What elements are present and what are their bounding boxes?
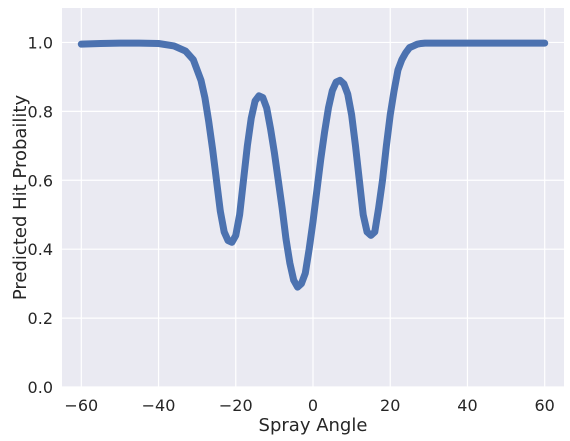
y-tick-label: 0.4	[28, 240, 53, 259]
x-tick-label: −20	[219, 396, 253, 415]
y-tick-label: 1.0	[28, 33, 53, 52]
x-tick-label: 0	[308, 396, 318, 415]
series-line	[77, 39, 549, 291]
y-axis-title: Predicted Hit Probaility	[10, 95, 31, 301]
x-tick-label: 40	[457, 396, 477, 415]
series-layer	[77, 39, 549, 291]
x-tick-labels: −60 −40 −20 0 20 40 60	[64, 396, 554, 415]
x-tick-label: 20	[380, 396, 400, 415]
grid	[62, 8, 564, 388]
y-tick-label: 0.0	[28, 378, 53, 397]
y-tick-labels: 0.0 0.2 0.4 0.6 0.8 1.0	[28, 33, 53, 397]
y-tick-label: 0.8	[28, 102, 53, 121]
x-tick-label: −40	[142, 396, 176, 415]
y-tick-label: 0.6	[28, 171, 53, 190]
x-tick-label: −60	[64, 396, 98, 415]
x-axis-title: Spray Angle	[259, 415, 368, 436]
y-tick-label: 0.2	[28, 309, 53, 328]
x-tick-label: 60	[535, 396, 555, 415]
